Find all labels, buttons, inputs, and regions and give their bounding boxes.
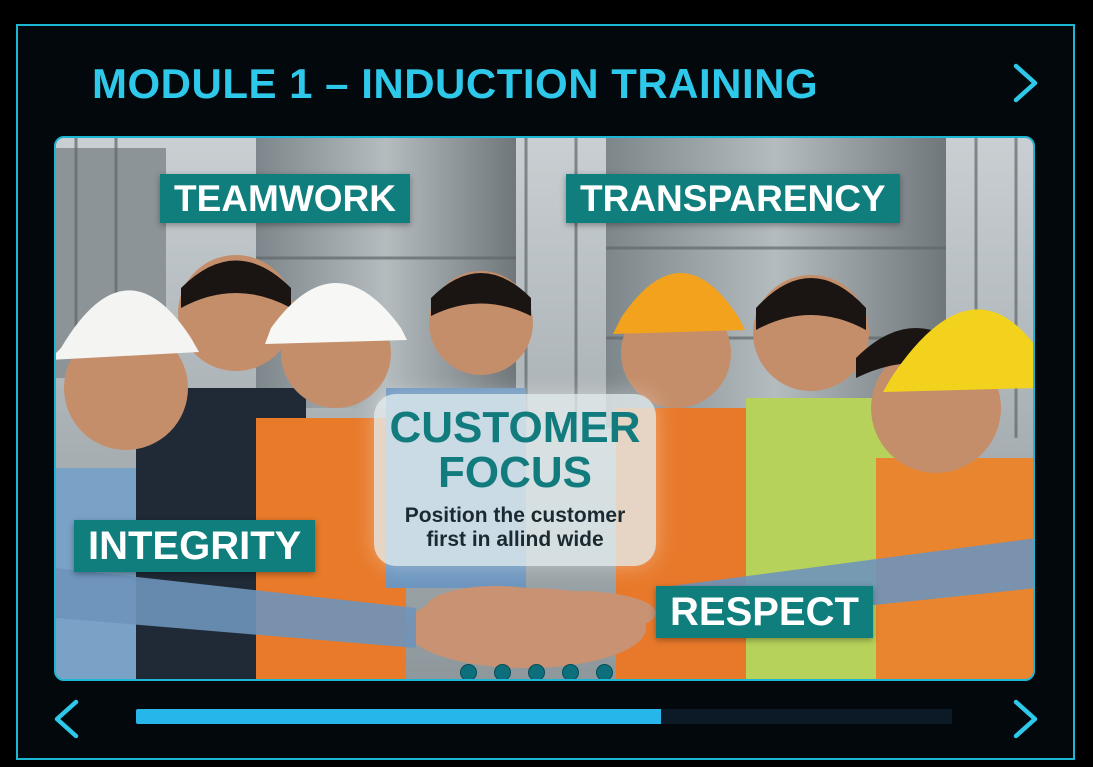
value-label-respect: RESPECT — [656, 586, 873, 638]
progress-bar[interactable] — [136, 709, 952, 724]
pagination-dot[interactable] — [528, 664, 545, 679]
customer-focus-card: CUSTOMER FOCUS Position the customer fir… — [374, 394, 656, 566]
pagination-dot[interactable] — [460, 664, 477, 679]
chevron-right-icon — [1013, 699, 1038, 739]
pagination-dot[interactable] — [562, 664, 579, 679]
value-label-transparency: TRANSPARENCY — [566, 174, 900, 223]
pagination-dot[interactable] — [596, 664, 613, 679]
slide-image: TEAMWORK TRANSPARENCY INTEGRITY RESPECT … — [54, 136, 1035, 681]
value-label-integrity: INTEGRITY — [74, 520, 316, 572]
next-top-button[interactable] — [1002, 60, 1048, 106]
next-button[interactable] — [1002, 696, 1048, 742]
chevron-left-icon — [54, 699, 79, 739]
page-title: MODULE 1 – INDUCTION TRAINING — [92, 60, 819, 107]
chevron-right-icon — [1013, 63, 1038, 103]
focus-title: CUSTOMER FOCUS — [389, 403, 641, 497]
previous-button[interactable] — [44, 696, 90, 742]
pagination-dot[interactable] — [494, 664, 511, 679]
value-label-teamwork: TEAMWORK — [160, 174, 410, 223]
focus-description: Position the customer first in allind wi… — [404, 503, 626, 551]
progress-bar-fill — [136, 709, 661, 724]
slide-pagination — [460, 664, 613, 679]
